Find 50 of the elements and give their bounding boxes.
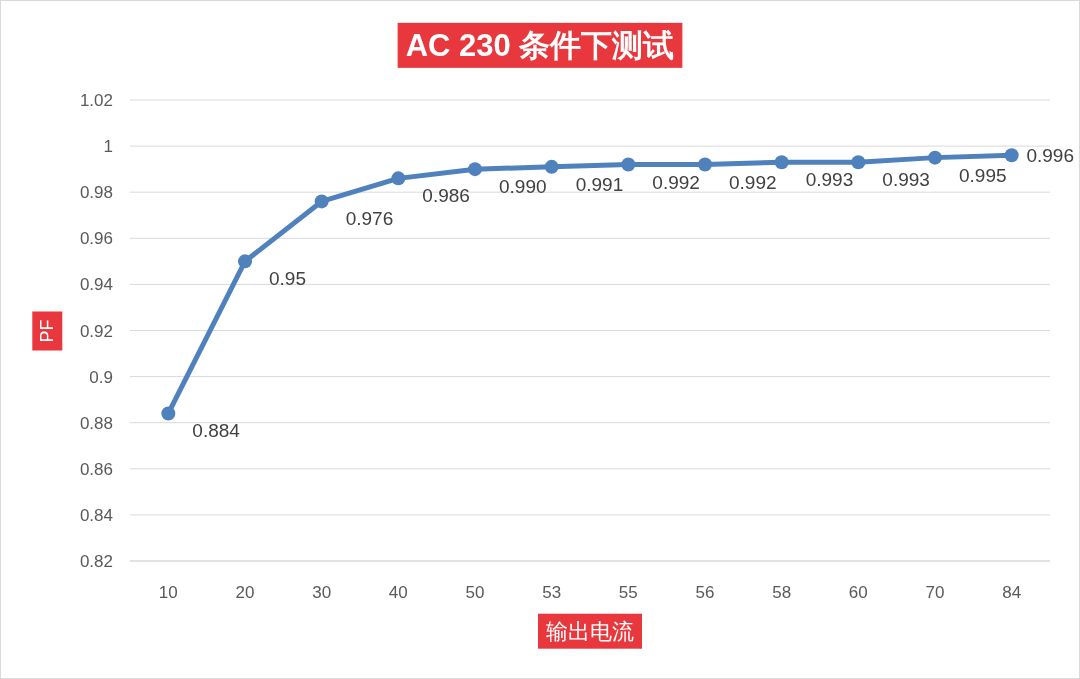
- x-tick-label: 70: [925, 583, 945, 602]
- data-label: 0.993: [882, 169, 930, 191]
- x-tick-label: 50: [465, 583, 485, 602]
- y-tick-label: 0.82: [79, 552, 113, 571]
- y-tick-label: 1.02: [79, 91, 113, 110]
- y-tick-label: 0.9: [89, 367, 113, 387]
- data-label: 0.992: [729, 171, 777, 193]
- x-tick-label: 53: [542, 583, 562, 602]
- x-tick-label: 10: [158, 583, 178, 602]
- point: [928, 150, 942, 165]
- y-axis-title: PF: [37, 319, 58, 343]
- y-tick-label: 0.84: [79, 505, 113, 525]
- point: [851, 155, 866, 170]
- data-label: 0.884: [192, 420, 241, 442]
- x-tick-label: 84: [1002, 583, 1022, 602]
- x-tick-label: 55: [618, 583, 638, 602]
- point: [774, 155, 789, 170]
- y-tick-label: 1: [103, 137, 113, 157]
- data-label: 0.991: [575, 173, 624, 195]
- x-axis-title: 输出电流: [546, 618, 634, 644]
- y-tick-label: 0.98: [79, 183, 113, 203]
- x-tick-label: 60: [848, 583, 868, 602]
- y-tick-label: 0.86: [79, 459, 113, 479]
- point: [391, 171, 406, 186]
- x-tick-label: 20: [235, 583, 255, 602]
- point: [1004, 148, 1019, 163]
- x-tick-label: 58: [772, 583, 792, 602]
- data-label: 0.993: [805, 169, 854, 191]
- point: [698, 157, 712, 172]
- point: [314, 194, 329, 209]
- point: [238, 254, 252, 269]
- data-label: 0.986: [422, 185, 470, 207]
- data-label: 0.95: [269, 268, 306, 290]
- data-label: 0.992: [652, 171, 700, 193]
- y-tick-label: 0.96: [79, 229, 113, 249]
- point: [468, 162, 482, 177]
- point: [621, 157, 636, 172]
- x-tick-label: 56: [695, 583, 715, 602]
- y-tick-label: 0.94: [79, 275, 113, 295]
- data-label: 0.996: [1026, 145, 1074, 167]
- chart-title: AC 230 条件下测试: [405, 27, 675, 63]
- x-tick-label: 40: [388, 583, 408, 602]
- y-tick-label: 0.88: [79, 413, 113, 433]
- data-label: 0.976: [345, 208, 394, 230]
- x-tick-label: 30: [312, 583, 332, 602]
- point: [544, 159, 559, 174]
- point: [161, 406, 176, 421]
- data-label: 0.990: [499, 176, 547, 198]
- data-label: 0.995: [959, 164, 1007, 186]
- y-tick-label: 0.92: [79, 321, 113, 341]
